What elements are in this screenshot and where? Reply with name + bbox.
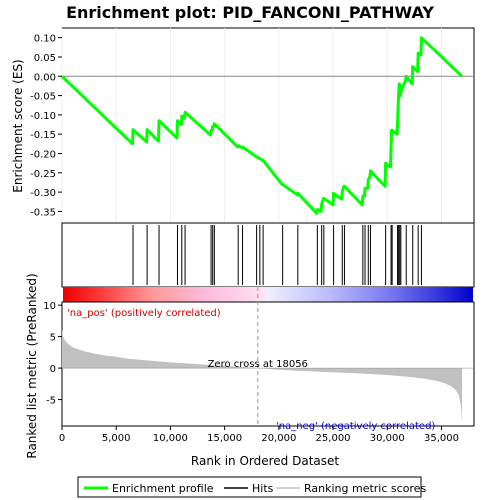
zero-cross-label: Zero cross at 18056: [208, 359, 308, 370]
es-y-tick-label: -0.25: [30, 169, 56, 180]
enrichment-profile-line: [60, 36, 464, 215]
es-y-tick-label: -0.10: [30, 111, 56, 122]
legend-box: [77, 476, 422, 498]
positive-correlation-label: 'na_pos' (positively correlated): [67, 308, 221, 319]
x-tick-label: 10,000: [153, 433, 188, 444]
metric-y-tick-label: -5: [46, 396, 56, 407]
es-y-tick-label: -0.05: [30, 92, 56, 103]
es-panel: [61, 27, 475, 224]
hits-marks: [132, 225, 422, 285]
x-tick-label: 15,000: [207, 433, 242, 444]
metric-y-tick-label: 0: [50, 364, 56, 375]
es-y-tick-label: -0.35: [30, 207, 56, 218]
chart-title: Enrichment plot: PID_FANCONI_PATHWAY: [66, 3, 434, 22]
metric-y-tick-label: 10: [43, 301, 56, 312]
metric-y-tick-label: 5: [50, 333, 56, 344]
legend-hits-label: Hits: [252, 482, 274, 495]
es-y-tick-label: 0.05: [34, 53, 56, 64]
es-y-axis-label: Enrichment score (ES): [11, 59, 25, 192]
es-y-tick-label: -0.20: [30, 149, 56, 160]
x-tick-label: 20,000: [261, 433, 296, 444]
es-y-tick-label: 0.00: [34, 72, 56, 83]
x-tick-label: 0: [59, 433, 65, 444]
es-y-tick-label: 0.10: [34, 34, 56, 45]
es-y-tick-label: -0.15: [30, 130, 56, 141]
legend-metric-label: Ranking metric scores: [304, 482, 426, 495]
x-tick-label: 25,000: [316, 433, 351, 444]
es-y-tick-label: -0.30: [30, 188, 56, 199]
hits-panel: [61, 222, 475, 288]
metric-y-axis-label: Ranked list metric (PreRanked): [25, 273, 39, 458]
x-tick-label: 35,000: [424, 433, 459, 444]
legend-enrichment-label: Enrichment profile: [112, 482, 214, 495]
x-axis-label: Rank in Ordered Dataset: [191, 454, 339, 468]
negative-correlation-label: 'na_neg' (negatively correlated): [276, 421, 435, 432]
rank-color-bar: [63, 287, 473, 302]
x-tick-label: 30,000: [370, 433, 405, 444]
x-tick-label: 5,000: [102, 433, 131, 444]
